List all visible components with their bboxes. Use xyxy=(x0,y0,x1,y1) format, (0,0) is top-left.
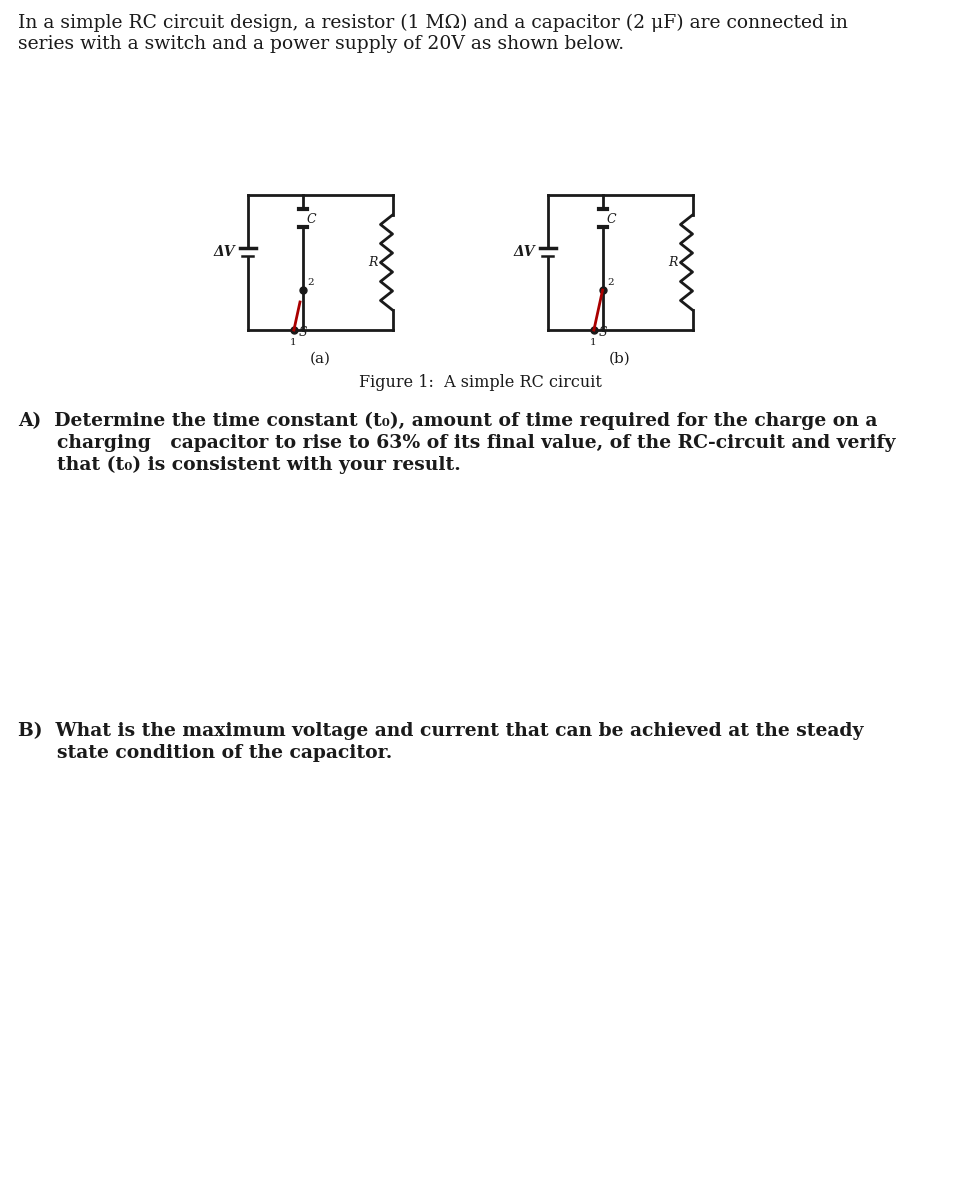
Text: ΔV: ΔV xyxy=(514,245,535,259)
Text: C: C xyxy=(307,214,316,226)
Text: B)  What is the maximum voltage and current that can be achieved at the steady: B) What is the maximum voltage and curre… xyxy=(18,722,864,740)
Text: C: C xyxy=(606,214,616,226)
Text: charging   capacitor to rise to 63% of its final value, of the RC-circuit and ve: charging capacitor to rise to 63% of its… xyxy=(18,434,896,452)
Text: (b): (b) xyxy=(609,352,630,366)
Text: series with a switch and a power supply of 20V as shown below.: series with a switch and a power supply … xyxy=(18,35,624,53)
Text: Figure 1:  A simple RC circuit: Figure 1: A simple RC circuit xyxy=(358,374,602,391)
Text: In a simple RC circuit design, a resistor (1 MΩ) and a capacitor (2 μF) are conn: In a simple RC circuit design, a resisto… xyxy=(18,14,848,32)
Text: R: R xyxy=(668,256,678,269)
Text: that (t₀) is consistent with your result.: that (t₀) is consistent with your result… xyxy=(18,456,460,474)
Text: 2: 2 xyxy=(308,278,314,287)
Text: 2: 2 xyxy=(607,278,614,287)
Text: (a): (a) xyxy=(309,352,331,366)
Text: 1: 1 xyxy=(590,338,596,347)
Text: state condition of the capacitor.: state condition of the capacitor. xyxy=(18,744,392,762)
Text: 1: 1 xyxy=(289,338,296,347)
Text: R: R xyxy=(368,256,378,269)
Text: S: S xyxy=(599,325,607,338)
Text: S: S xyxy=(299,325,308,338)
Text: A)  Determine the time constant (t₀), amount of time required for the charge on : A) Determine the time constant (t₀), amo… xyxy=(18,412,877,431)
Text: ΔV: ΔV xyxy=(214,245,235,259)
